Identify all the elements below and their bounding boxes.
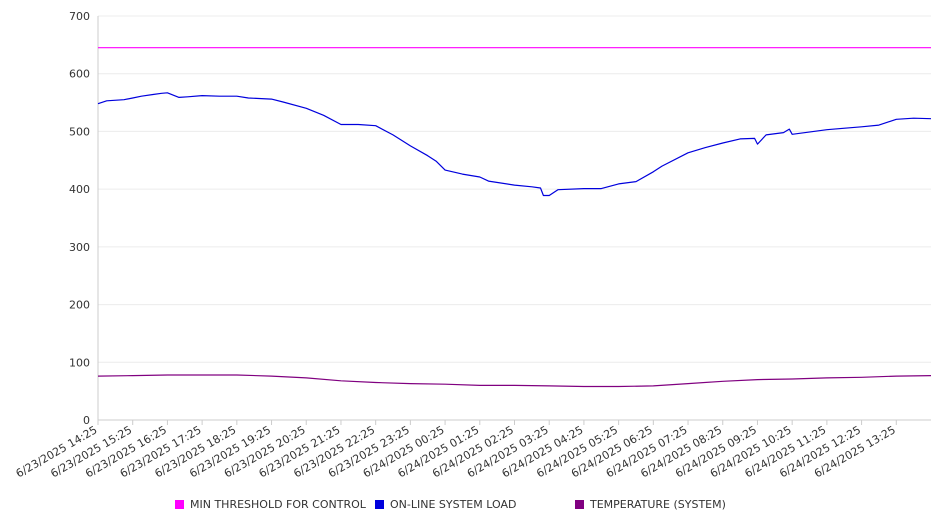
legend-item-threshold[interactable]: MIN THRESHOLD FOR CONTROL xyxy=(175,498,366,511)
legend-swatch-temperature xyxy=(575,500,584,509)
y-axis-ticks: 0 100 200 300 400 500 600 700 xyxy=(69,10,90,427)
y-tick-label: 400 xyxy=(69,183,90,196)
legend: MIN THRESHOLD FOR CONTROL ON-LINE SYSTEM… xyxy=(0,498,946,514)
legend-label-temperature: TEMPERATURE (SYSTEM) xyxy=(590,498,726,511)
legend-swatch-threshold xyxy=(175,500,184,509)
y-tick-label: 600 xyxy=(69,68,90,81)
series-line-temperature xyxy=(97,374,932,388)
y-tick-label: 300 xyxy=(69,241,90,254)
legend-item-system-load[interactable]: ON-LINE SYSTEM LOAD xyxy=(375,498,516,511)
line-chart: 0 100 200 300 400 500 600 700 6/23/2025 14:256/… xyxy=(14,10,932,480)
y-tick-label: 0 xyxy=(83,414,90,427)
grid-lines xyxy=(98,15,931,421)
y-tick-label: 700 xyxy=(69,10,90,23)
y-tick-label: 100 xyxy=(69,356,90,369)
series-lines xyxy=(97,47,932,388)
legend-label-threshold: MIN THRESHOLD FOR CONTROL xyxy=(190,498,366,511)
x-axis: 6/23/2025 14:256/23/2025 15:256/23/2025 … xyxy=(14,16,931,480)
y-tick-label: 500 xyxy=(69,125,90,138)
series-line-system-load xyxy=(97,92,932,197)
legend-item-temperature[interactable]: TEMPERATURE (SYSTEM) xyxy=(575,498,726,511)
y-tick-label: 200 xyxy=(69,299,90,312)
legend-swatch-system-load xyxy=(375,500,384,509)
legend-label-system-load: ON-LINE SYSTEM LOAD xyxy=(390,498,517,511)
